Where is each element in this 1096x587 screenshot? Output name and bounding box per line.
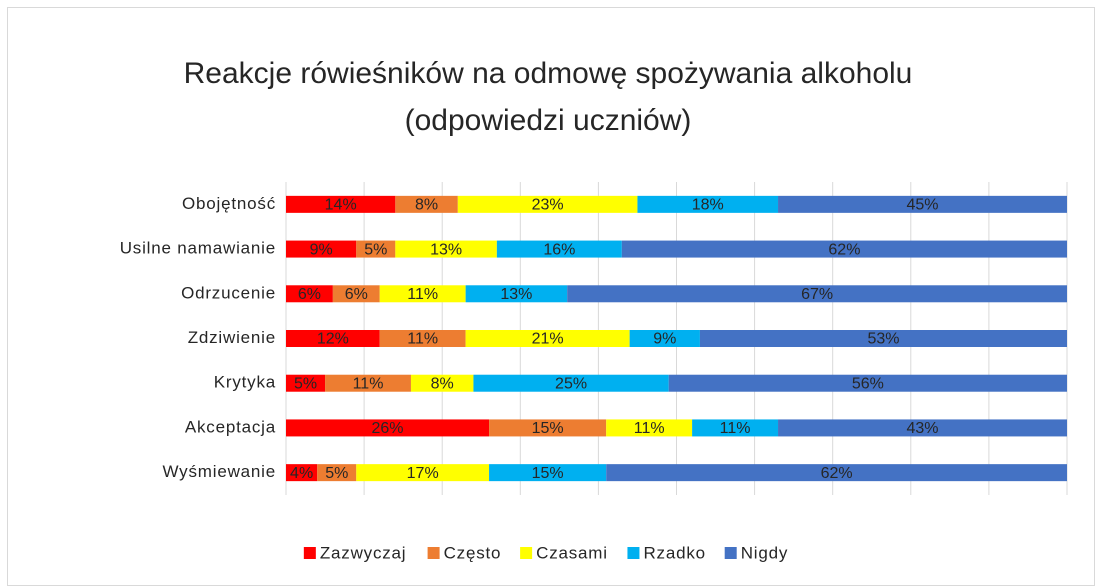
y-tick-label: Odrzucenie xyxy=(181,283,276,302)
bar-segment xyxy=(286,464,318,482)
bar-segment xyxy=(395,240,497,258)
bar-segment xyxy=(699,330,1067,347)
bar-segment xyxy=(317,464,357,482)
bar-segment xyxy=(286,240,357,258)
legend-swatch xyxy=(520,547,533,559)
data-label: 13% xyxy=(500,286,532,303)
bar-segment xyxy=(778,419,1067,437)
legend-label: Nigdy xyxy=(741,543,788,562)
bar-segment xyxy=(356,240,396,258)
data-label: 17% xyxy=(407,465,439,482)
data-label: 56% xyxy=(852,375,884,392)
bar-segment xyxy=(286,330,380,347)
legend-swatch xyxy=(724,547,737,559)
bar-segment xyxy=(668,374,1067,392)
y-tick-label: Krytyka xyxy=(214,373,276,392)
chart-title: Reakcje rówieśników na odmowę spożywania… xyxy=(184,57,913,90)
legend-label: Czasami xyxy=(536,543,608,562)
data-label: 12% xyxy=(317,331,349,348)
data-label: 15% xyxy=(532,465,564,482)
bar-segment xyxy=(410,374,474,392)
y-tick-label: Wyśmiewanie xyxy=(162,462,276,481)
data-label: 15% xyxy=(532,420,564,437)
legend-swatch xyxy=(627,547,640,559)
data-label: 43% xyxy=(906,420,938,437)
data-label: 18% xyxy=(692,197,724,214)
data-label: 16% xyxy=(543,241,575,258)
bars xyxy=(286,195,1067,482)
legend-label: Często xyxy=(444,543,502,562)
bar-segment xyxy=(379,285,466,303)
chart-title: (odpowiedzi uczniów) xyxy=(405,104,692,137)
data-label: 8% xyxy=(415,197,438,214)
legend-label: Rzadko xyxy=(643,543,705,562)
y-tick-label: Usilne namawianie xyxy=(120,239,276,258)
data-label: 6% xyxy=(345,286,368,303)
data-label: 67% xyxy=(801,286,833,303)
data-label: 8% xyxy=(431,375,454,392)
labels: Obojętność 14% 8% 23% 18% 45% Usilne namawiani… xyxy=(120,194,939,482)
data-label: 45% xyxy=(906,197,938,214)
bar-segment xyxy=(465,330,630,347)
bar-segment xyxy=(473,374,669,392)
bar-segment xyxy=(567,285,1067,303)
bar-segment xyxy=(286,285,333,303)
data-label: 6% xyxy=(298,286,321,303)
bar-segment xyxy=(325,374,411,392)
data-label: 11% xyxy=(407,286,438,303)
bar-segment xyxy=(286,374,326,392)
legend-swatch xyxy=(303,547,316,559)
bar-segment xyxy=(606,464,1067,482)
y-tick-label: Obojętność xyxy=(182,194,276,213)
data-label: 5% xyxy=(325,465,348,482)
bar-segment xyxy=(489,419,607,437)
bar-segment xyxy=(692,419,779,437)
data-label: 9% xyxy=(310,241,333,258)
data-label: 21% xyxy=(532,331,564,348)
data-label: 11% xyxy=(353,375,384,392)
bar-segment xyxy=(637,195,779,213)
data-label: 53% xyxy=(867,331,899,348)
bar-segment xyxy=(395,195,458,213)
data-label: 23% xyxy=(532,197,564,214)
data-label: 11% xyxy=(720,420,751,437)
bar-segment xyxy=(356,464,490,482)
bar-segment xyxy=(606,419,693,437)
bar-segment xyxy=(465,285,568,303)
bar-segment xyxy=(489,464,607,482)
bar-segment xyxy=(286,419,490,437)
y-tick-label: Akceptacja xyxy=(185,417,276,436)
legend: Zazwyczaj Często Czasami Rzadko Nigdy xyxy=(303,543,788,562)
legend-label: Zazwyczaj xyxy=(320,543,407,562)
bar-segment xyxy=(286,195,396,213)
bar-segment xyxy=(332,285,380,303)
data-label: 13% xyxy=(430,241,462,258)
data-label: 62% xyxy=(828,241,860,258)
data-label: 4% xyxy=(290,465,313,482)
data-label: 5% xyxy=(364,241,387,258)
bar-segment xyxy=(629,330,700,347)
legend-swatch xyxy=(427,547,440,559)
bar-segment xyxy=(778,195,1067,213)
data-label: 14% xyxy=(325,197,357,214)
bar-segment xyxy=(621,240,1067,258)
data-label: 26% xyxy=(372,420,404,437)
data-label: 62% xyxy=(821,465,853,482)
data-label: 5% xyxy=(294,375,317,392)
data-label: 11% xyxy=(407,331,438,348)
data-label: 9% xyxy=(653,331,676,348)
bar-segment xyxy=(379,330,466,347)
data-label: 11% xyxy=(634,420,665,437)
bar-segment xyxy=(496,240,622,258)
bar-segment xyxy=(457,195,638,213)
data-label: 25% xyxy=(555,375,587,392)
y-tick-label: Zdziwienie xyxy=(188,328,276,347)
